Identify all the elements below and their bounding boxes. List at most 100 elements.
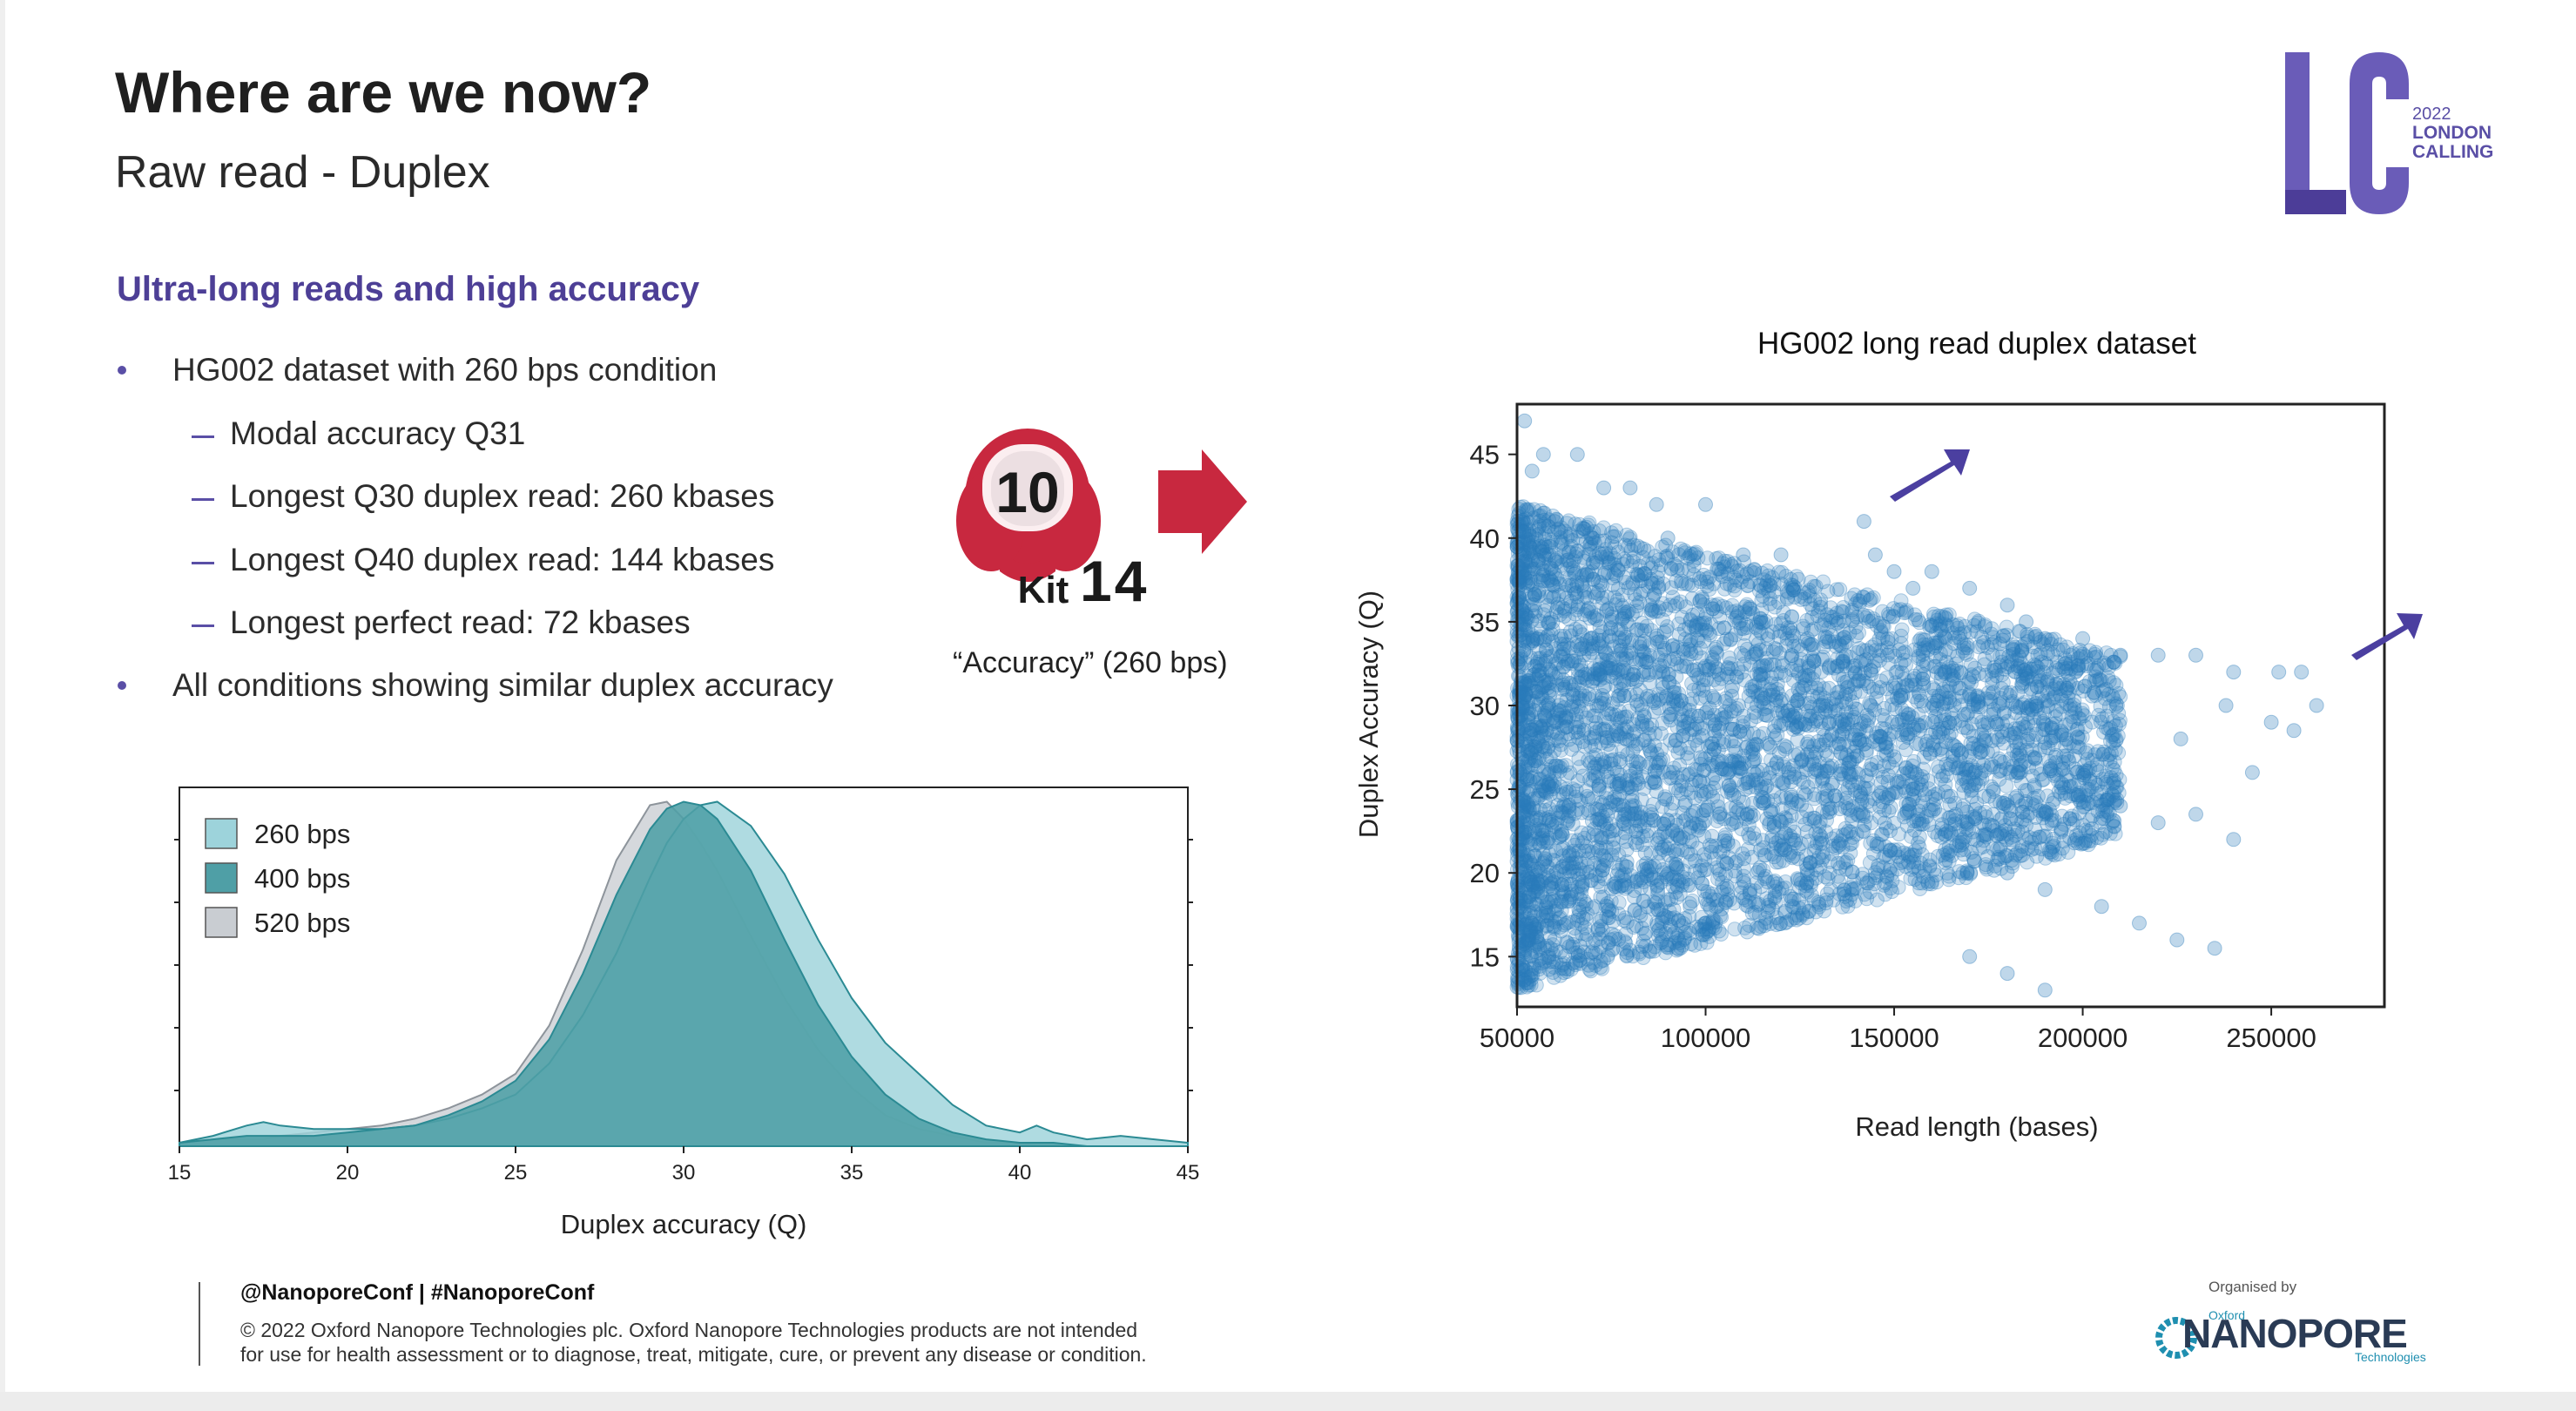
scatter-point [1556,637,1572,652]
scatter-point [1739,775,1755,791]
scatter-point [1803,597,1818,612]
scatter-point [1688,546,1703,562]
scatter-point [2030,788,2046,804]
scatter-point [1996,705,2012,720]
scatter-point [1837,675,1852,690]
scatter-point [1808,713,1823,729]
scatter-point [1655,676,1670,692]
scatter-point [1530,881,1546,896]
scatter-point [1819,763,1835,779]
scatter-point [2054,699,2070,714]
scatter-point [1530,879,1546,895]
legend-label: 260 bps [254,819,350,849]
scatter-point [2017,783,2033,798]
scatter-point [1836,654,1851,670]
scatter-point [1559,915,1574,931]
scatter-point [1915,644,1931,659]
scatter-point [1519,979,1534,995]
scatter-point [1859,707,1875,723]
scatter-point [1568,783,1584,799]
scatter-point [1522,540,1538,556]
scatter-point [1801,734,1816,750]
scatter-point [1642,944,1658,960]
scatter-point [1801,668,1817,684]
scatter-point [1898,603,1914,618]
scatter-point [1527,864,1543,879]
scatter-point [1550,726,1566,741]
right-arrow-icon [1158,449,1247,554]
bullet-marker [118,681,126,690]
scatter-point [2031,690,2047,706]
scatter-point [2071,786,2087,800]
scatter-point [1994,724,2010,739]
scatter-point [1770,705,1786,720]
scatter-point [1626,537,1642,553]
scatter-point [1519,608,1534,624]
scatter-point [1807,764,1823,780]
scatter-point [1841,823,1856,839]
scatter-point [1736,672,1752,688]
scatter-point [1615,611,1630,626]
scatter-point [1611,630,1627,645]
scatter-point [1556,658,1572,674]
scatter-point [1900,710,1915,726]
scatter-point [1575,900,1591,915]
scatter-point [1951,760,1966,775]
scatter-point [1537,854,1553,869]
scatter-point [1511,575,1527,590]
scatter-point [1671,933,1687,949]
scatter-point [1568,546,1584,562]
scatter-point [1661,866,1676,881]
scatter-point [1724,678,1740,694]
scatter-point [1768,835,1784,851]
scatter-point [1527,540,1542,556]
scatter-point [1999,832,2014,847]
scatter-point [1822,733,1838,748]
scatter-point [1689,618,1704,633]
scatter-point [1795,906,1811,922]
scatter-point [1669,656,1685,672]
scatter-point [1792,686,1808,702]
scatter-point [1574,879,1589,895]
scatter-point [1606,841,1622,856]
scatter-point [1670,745,1686,760]
scatter-point [1806,893,1822,908]
scatter-point [1855,589,1871,604]
scatter-point [1941,607,1957,623]
scatter-point [1779,584,1795,599]
scatter-point [1548,843,1564,859]
scatter-point [1555,675,1571,691]
scatter-point [2103,746,2119,761]
scatter-point [1700,799,1716,814]
scatter-point [1705,886,1720,901]
scatter-point [1853,654,1868,670]
scatter-point [1786,672,1802,688]
scatter-point [2045,795,2060,811]
scatter-point [1714,884,1730,900]
scatter-point [1628,673,1643,689]
scatter-point [1797,817,1813,833]
scatter-point [1733,645,1749,661]
scatter-point [1925,874,1939,889]
scatter-point [1996,754,2012,770]
scatter-point [1684,691,1700,706]
scatter-point [1635,573,1650,588]
scatter-point [1615,660,1631,676]
scatter-point [2099,792,2114,807]
scatter-point [1523,678,1539,693]
scatter-point [1706,741,1722,757]
scatter-point [1907,607,1923,623]
scatter-point [1992,851,2007,867]
scatter-point [2005,694,2020,709]
scatter-point [1951,630,1966,645]
scatter-point [2028,699,2044,714]
scatter-point [1540,740,1555,756]
scatter-point [1940,788,1956,804]
density-x-tick-label: 15 [168,1161,192,1185]
scatter-point [1596,721,1612,737]
scatter-point [1628,724,1643,739]
scatter-point [1652,664,1668,679]
scatter-point [1771,833,1787,848]
scatter-point [1897,652,1912,668]
scatter-point [1774,881,1790,896]
